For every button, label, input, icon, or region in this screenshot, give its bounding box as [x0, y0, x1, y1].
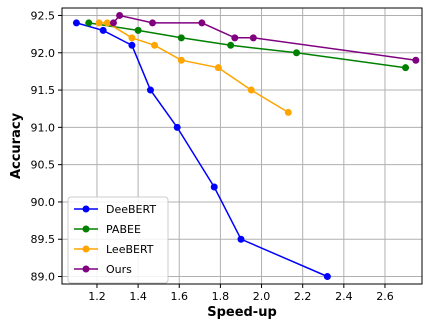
- legend-box: [67, 196, 169, 284]
- legend-marker: [82, 265, 90, 273]
- legend-marker: [82, 205, 90, 213]
- y-tick-label: 91.0: [31, 121, 56, 134]
- data-point-pabee: [177, 34, 185, 42]
- axis-ticks: 1.2 1.4 1.6 1.8 2.0 2.2 2.4 2.6 89.0 89.5 90.0 90.5…: [31, 9, 394, 303]
- y-tick-label: 89.5: [31, 233, 56, 246]
- y-tick-label: 90.5: [31, 159, 56, 172]
- data-point-deebert: [72, 19, 80, 27]
- y-tick-label: 92.5: [31, 9, 56, 22]
- x-tick-label: 1.2: [88, 290, 106, 303]
- data-point-leebert: [95, 19, 103, 27]
- legend-item-deebert: DeeBERT: [74, 203, 156, 216]
- legend-item-leebert: LeeBERT: [74, 243, 154, 256]
- legend-item-ours: Ours: [74, 263, 132, 276]
- x-tick-label: 2.0: [253, 290, 271, 303]
- legend-label: Ours: [106, 263, 132, 276]
- series-ours: [109, 11, 420, 64]
- legend-label: PABEE: [106, 223, 141, 236]
- data-point-ours: [249, 34, 257, 42]
- data-point-leebert: [177, 56, 185, 64]
- series-line-pabee: [88, 22, 406, 69]
- x-axis-title: Speed-up: [207, 305, 277, 320]
- data-point-leebert: [103, 19, 111, 27]
- data-point-ours: [116, 11, 124, 19]
- legend: DeeBERT PABEE LeeBERT Ours: [67, 196, 169, 284]
- legend-label: DeeBERT: [106, 203, 156, 216]
- data-point-leebert: [247, 86, 255, 94]
- series-line-deebert: [76, 22, 328, 278]
- data-point-leebert: [128, 34, 136, 42]
- x-tick-label: 1.4: [129, 290, 147, 303]
- y-tick-label: 89.0: [31, 271, 56, 284]
- x-tick-label: 1.6: [171, 290, 189, 303]
- y-axis-title: Accuracy: [9, 112, 24, 179]
- data-point-ours: [412, 56, 420, 64]
- y-tick-label: 92.0: [31, 47, 56, 60]
- data-point-leebert: [284, 108, 292, 116]
- series-pabee: [85, 19, 410, 72]
- x-tick-label: 2.4: [335, 290, 353, 303]
- data-point-pabee: [85, 19, 93, 27]
- series-group: [72, 11, 420, 281]
- legend-item-pabee: PABEE: [74, 223, 141, 236]
- y-tick-label: 90.0: [31, 196, 56, 209]
- plot-frame: [61, 7, 423, 285]
- data-point-deebert: [128, 41, 136, 49]
- legend-label: LeeBERT: [106, 243, 154, 256]
- data-point-ours: [231, 34, 239, 42]
- series-deebert: [72, 19, 331, 281]
- data-point-pabee: [227, 41, 235, 49]
- data-point-ours: [198, 19, 206, 27]
- data-point-ours: [149, 19, 157, 27]
- data-point-deebert: [99, 26, 107, 34]
- legend-marker: [82, 245, 90, 253]
- data-point-leebert: [151, 41, 159, 49]
- data-point-deebert: [146, 86, 154, 94]
- x-tick-label: 2.6: [376, 290, 394, 303]
- data-point-deebert: [173, 123, 181, 131]
- y-tick-label: 91.5: [31, 84, 56, 97]
- data-point-deebert: [237, 235, 245, 243]
- data-point-pabee: [402, 64, 410, 72]
- data-point-ours: [109, 19, 117, 27]
- data-point-pabee: [134, 26, 142, 34]
- x-tick-label: 1.8: [212, 290, 230, 303]
- data-point-leebert: [214, 64, 222, 72]
- x-tick-label: 2.2: [294, 290, 312, 303]
- data-point-pabee: [293, 49, 301, 57]
- legend-marker: [82, 225, 90, 233]
- data-point-deebert: [323, 273, 331, 281]
- data-point-deebert: [210, 183, 218, 191]
